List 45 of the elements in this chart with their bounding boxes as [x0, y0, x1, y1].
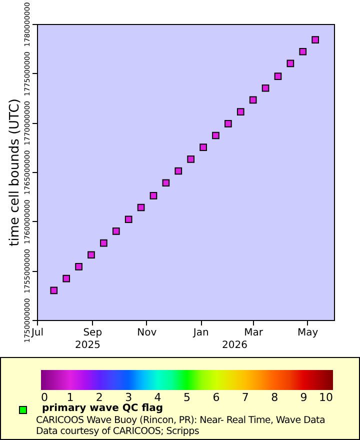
point — [100, 239, 108, 247]
point — [174, 167, 182, 175]
point — [249, 96, 257, 104]
color-bar-label: 8 — [271, 391, 278, 404]
text: CARICOOS Wave Buoy (Rincon, PR): Near- Real Time, Wave Data — [36, 415, 325, 426]
point — [286, 60, 294, 68]
point — [236, 108, 244, 116]
point — [50, 286, 58, 294]
point — [274, 72, 282, 80]
point — [124, 216, 132, 224]
color-bar-label: 6 — [212, 391, 220, 404]
color-bar-label: 4 — [154, 391, 162, 404]
x-tick-label: Mar — [244, 328, 264, 338]
color-bar-label: 5 — [184, 391, 190, 404]
y-axis-title: time cell bounds (UTC) — [8, 98, 22, 246]
color-bar-label: 1 — [66, 391, 74, 404]
point — [262, 84, 270, 92]
color-bar-label: 9 — [300, 391, 308, 404]
point — [200, 144, 207, 151]
point — [224, 120, 232, 128]
point — [312, 36, 319, 44]
point — [62, 274, 70, 282]
color-bar-label: 2 — [96, 391, 103, 404]
text: 2026 — [222, 340, 248, 352]
point — [212, 132, 220, 140]
x-tick-label: May — [297, 328, 318, 338]
point — [187, 156, 194, 163]
text: 2025 — [75, 340, 100, 352]
color-bar-label: 7 — [242, 391, 249, 404]
x-tick-label: Sep — [83, 328, 102, 338]
point — [137, 204, 145, 212]
point — [150, 192, 158, 200]
color-bar-title: primary wave QC flag — [42, 403, 164, 415]
point — [162, 179, 170, 187]
point — [75, 263, 82, 270]
x-tick-label: Jul — [30, 328, 44, 338]
color-bar-label: 10 — [319, 391, 333, 404]
x-tick-label: Nov — [137, 328, 157, 338]
point — [88, 251, 95, 259]
x-tick-label: Jan — [192, 328, 209, 338]
color-bar-label: 0 — [41, 391, 48, 404]
color-bar-label: 3 — [125, 391, 132, 404]
point — [299, 48, 307, 56]
text: Data courtesy of CARICOOS; Scripps — [36, 426, 199, 438]
point — [112, 228, 120, 235]
